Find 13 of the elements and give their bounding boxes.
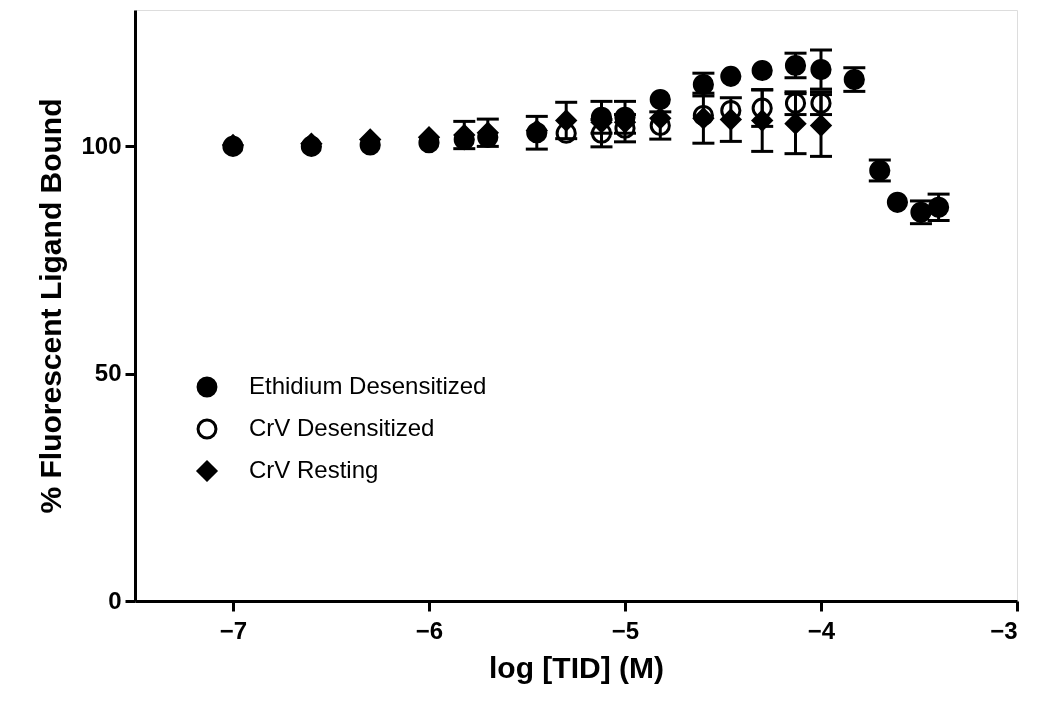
x-axis-title: log [TID] (M) [489,650,664,684]
legend-label: CrV Resting [249,456,379,483]
y-tick-label: 0 [108,586,122,614]
x-tick-label: −7 [219,616,248,644]
x-tick-label: −6 [415,616,444,644]
y-tick-label: 100 [81,131,122,159]
x-tick-label: −4 [807,616,836,644]
legend-label: CrV Desensitized [249,414,435,441]
y-tick-label: 50 [94,359,122,387]
x-tick-label: −3 [990,616,1018,644]
legend-label: Ethidium Desensitized [249,372,487,399]
x-tick-label: −5 [611,616,640,644]
y-axis-title: % Fluorescent Ligand Bound [34,98,68,514]
